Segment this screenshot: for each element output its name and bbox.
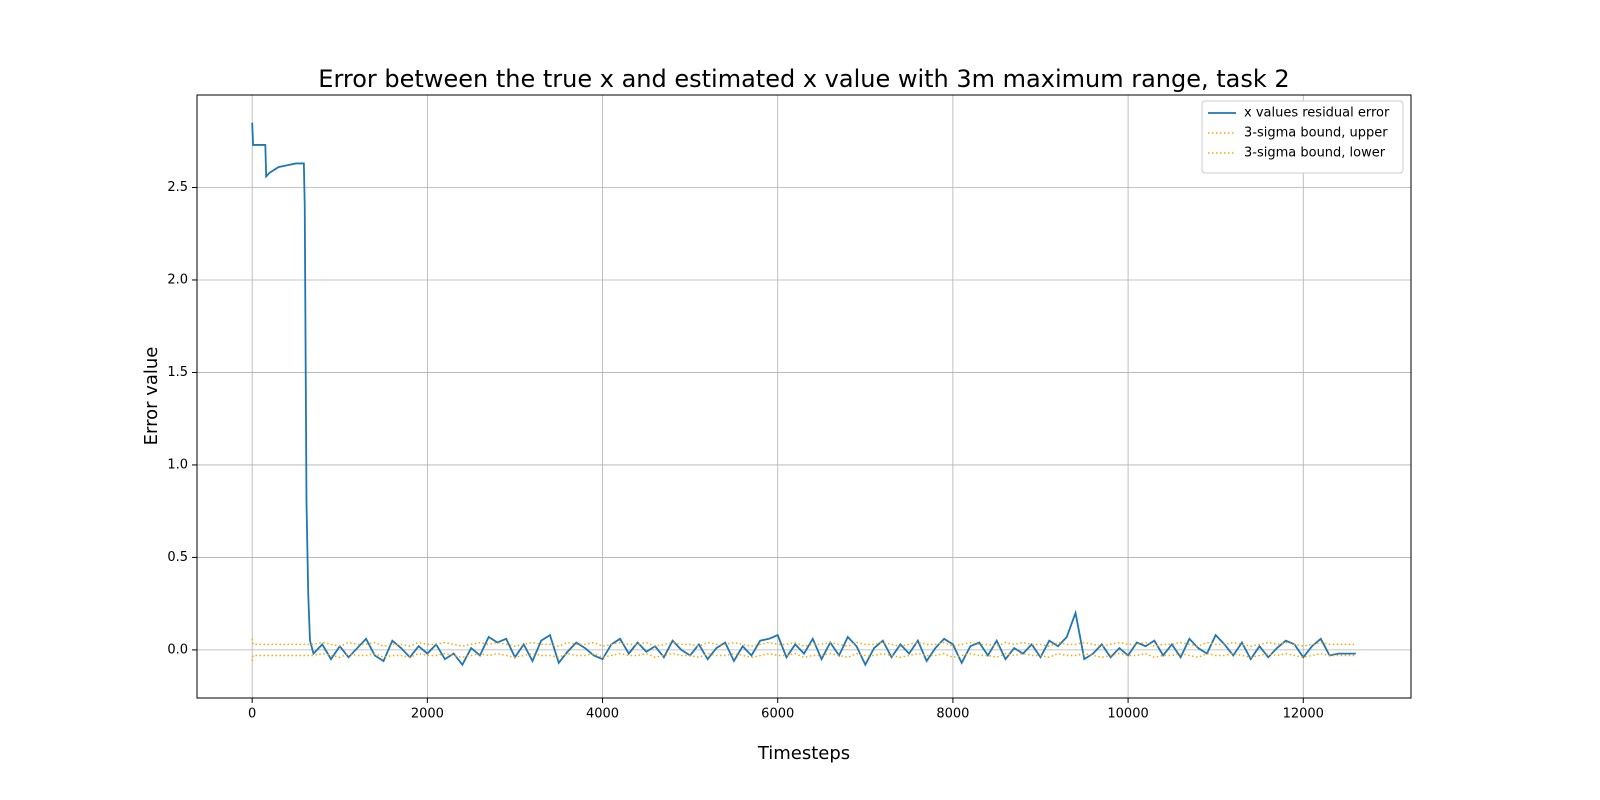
x-tick-label: 2000 — [411, 707, 444, 722]
plot-frame — [196, 94, 1412, 699]
y-tick-label: 2.0 — [167, 272, 188, 287]
y-tick-label: 0.0 — [167, 642, 188, 657]
x-tick-label: 10000 — [1107, 707, 1148, 722]
y-axis-label: Error value — [141, 347, 162, 446]
y-tick-label: 2.5 — [167, 180, 188, 195]
x-tick-label: 8000 — [936, 707, 969, 722]
y-tick-label: 1.0 — [167, 457, 188, 472]
x-tick-label: 6000 — [761, 707, 794, 722]
legend-box — [1201, 100, 1404, 174]
legend-label: x values residual error — [1244, 106, 1390, 121]
y-tick-label: 1.5 — [167, 365, 188, 380]
x-tick-label: 4000 — [586, 707, 619, 722]
y-tick-label: 0.5 — [167, 550, 188, 565]
x-tick-label: 12000 — [1283, 707, 1324, 722]
x-axis-label: Timesteps — [757, 743, 850, 764]
chart-title: Error between the true x and estimated x… — [318, 65, 1289, 93]
series-line — [251, 122, 1356, 667]
legend-label: 3-sigma bound, upper — [1244, 126, 1388, 141]
x-tick-label: 0 — [248, 707, 256, 722]
legend-label: 3-sigma bound, lower — [1244, 146, 1386, 161]
